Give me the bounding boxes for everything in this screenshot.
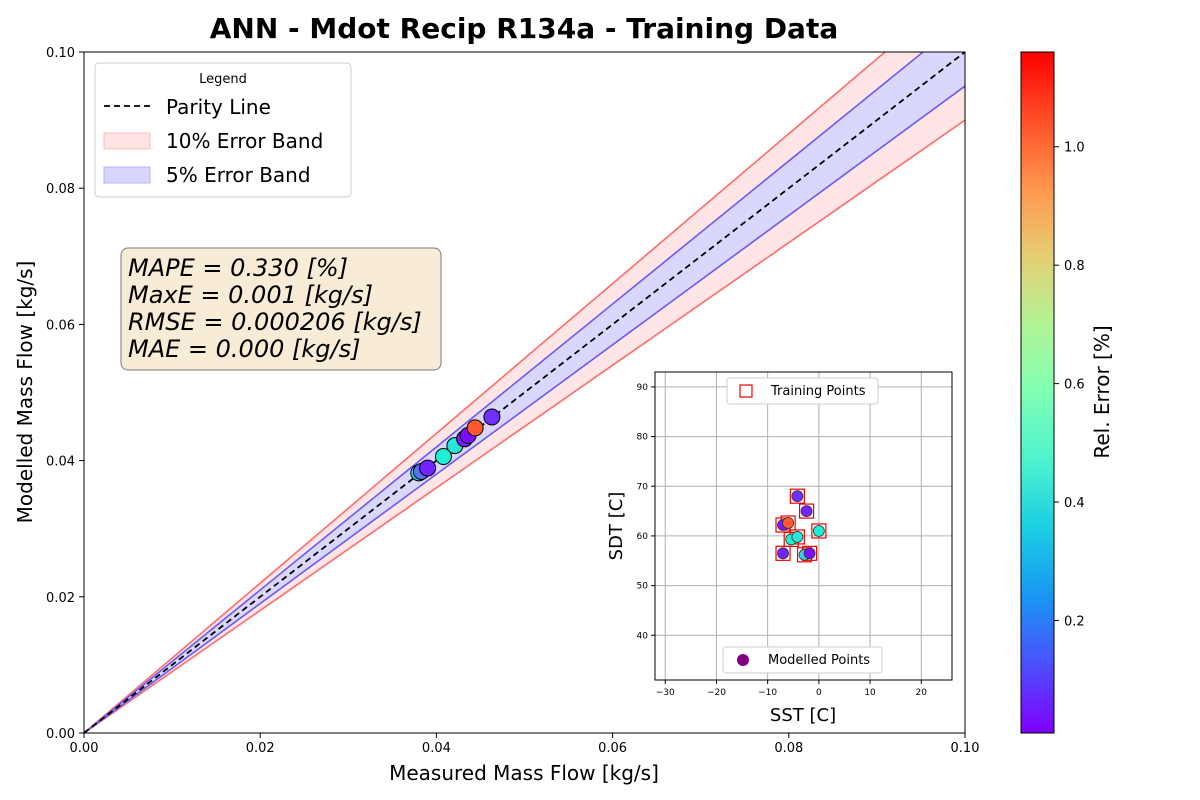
stats-box-frame bbox=[120, 247, 442, 371]
legend-5pct-label: 5% Error Band bbox=[166, 163, 311, 187]
training-point bbox=[811, 523, 827, 539]
legend-10pct-swatch bbox=[103, 132, 151, 150]
colorbar-ticks: 0.2 0.4 0.6 0.8 1.0 bbox=[1054, 141, 1085, 629]
inset-x-tick-label: 10 bbox=[864, 688, 876, 698]
modelled-point bbox=[812, 525, 825, 537]
inset-background bbox=[655, 372, 952, 680]
main-y-tick-label: 0.04 bbox=[46, 455, 75, 470]
stats-maxe: MaxE = 0.001 [kg/s] bbox=[128, 281, 373, 309]
inset-y-tick-label: 80 bbox=[637, 433, 649, 443]
inset-modelled-points bbox=[777, 490, 825, 561]
main-x-ticks: 0.00 0.02 0.04 0.06 0.08 0.10 bbox=[70, 733, 980, 756]
modelled-point bbox=[782, 517, 795, 529]
colorbar-tick-label: 0.6 bbox=[1064, 378, 1085, 393]
modelled-point bbox=[777, 547, 789, 560]
modelled-point bbox=[800, 505, 813, 517]
inset-y-ticks: 40 50 60 70 80 90 bbox=[637, 383, 655, 641]
training-point bbox=[798, 503, 815, 519]
modelled-point-marker bbox=[737, 654, 749, 666]
inset-x-tick-label: 20 bbox=[916, 688, 928, 698]
inset-legend-bottom-label: Modelled Points bbox=[768, 653, 870, 668]
main-x-tick-label: 0.02 bbox=[246, 741, 275, 756]
main-y-axis-label: Modelled Mass Flow [kg/s] bbox=[13, 261, 37, 524]
inset-y-axis-label: SDT [C] bbox=[606, 492, 627, 561]
inset-legend-bottom-frame bbox=[722, 646, 883, 674]
main-y-tick-label: 0.02 bbox=[46, 591, 75, 606]
main-plot: 0.00 0.02 0.04 0.06 0.08 0.10 0.000.020.040.0… bbox=[13, 46, 979, 785]
inset-plot: −30 −20 −10 0 10 20 40 50 60 70 80 90 SST [C] SDT … bbox=[606, 371, 953, 726]
inset-x-tick-label: 0 bbox=[816, 688, 822, 698]
colorbar-tick-label: 0.4 bbox=[1064, 496, 1085, 511]
inset-legend-top: Training Points bbox=[726, 377, 879, 405]
main-scatter-points bbox=[410, 408, 501, 482]
parity-line bbox=[83, 51, 966, 734]
main-scatter-point bbox=[434, 448, 452, 466]
colorbar-label: Rel. Error [%] bbox=[1090, 325, 1114, 458]
main-x-axis-label: Measured Mass Flow [kg/s] bbox=[389, 761, 659, 785]
modelled-point bbox=[803, 547, 816, 560]
main-x-tick-label: 0.08 bbox=[774, 741, 803, 756]
main-scatter-point bbox=[419, 459, 437, 477]
inset-y-tick-label: 40 bbox=[637, 631, 649, 641]
error-band-upper-line-1 bbox=[83, 51, 924, 734]
inset-x-axis-label: SST [C] bbox=[770, 705, 836, 726]
inset-y-tick-label: 50 bbox=[637, 582, 649, 592]
legend-parity-label: Parity Line bbox=[166, 95, 271, 119]
error-band-upper-line-0 bbox=[83, 51, 886, 734]
main-axes-frame bbox=[83, 51, 966, 734]
stats-rmse: RMSE = 0.000206 [kg/s] bbox=[128, 308, 422, 336]
main-y-tick-label: 0.10 bbox=[46, 46, 75, 61]
colorbar-gradient bbox=[1020, 51, 1055, 734]
stats-mape: MAPE = 0.330 [%] bbox=[128, 254, 348, 282]
colorbar: 0.2 0.4 0.6 0.8 1.0 Rel. Error [%] bbox=[1020, 51, 1114, 734]
legend-5pct-swatch bbox=[103, 166, 151, 184]
main-y-ticks: 0.00 0.02 0.04 0.06 0.08 0.10 bbox=[46, 46, 84, 742]
stats-mae: MAE = 0.000 [kg/s] bbox=[128, 335, 360, 363]
main-y-tick-label: 0.08 bbox=[46, 182, 75, 197]
inset-x-tick-label: −20 bbox=[707, 688, 726, 698]
main-scatter-point bbox=[483, 408, 501, 426]
error-band-lower-line-1 bbox=[83, 85, 966, 734]
inset-legend-bottom: Modelled Points bbox=[722, 646, 883, 674]
colorbar-tick-label: 0.2 bbox=[1064, 614, 1085, 629]
main-x-tick-label: 0.00 bbox=[70, 741, 99, 756]
colorbar-tick-label: 1.0 bbox=[1064, 141, 1085, 156]
inset-y-tick-label: 60 bbox=[637, 532, 649, 542]
inset-legend-top-frame bbox=[726, 377, 879, 405]
main-scatter-point bbox=[466, 419, 484, 437]
chart-title: ANN - Mdot Recip R134a - Training Data bbox=[210, 12, 838, 45]
legend-title: Legend bbox=[199, 72, 247, 87]
inset-y-tick-label: 90 bbox=[637, 383, 649, 393]
inset-y-tick-label: 70 bbox=[637, 482, 649, 492]
legend-10pct-label: 10% Error Band bbox=[166, 129, 323, 153]
inset-grid bbox=[655, 372, 952, 680]
inset-x-tick-label: −10 bbox=[758, 688, 777, 698]
main-y-tick-label: 0.00 bbox=[46, 727, 75, 742]
main-y-tick-label: 0.06 bbox=[46, 318, 75, 333]
main-x-tick-label: 0.04 bbox=[422, 741, 451, 756]
error-band-lower-line-0 bbox=[83, 119, 966, 734]
modelled-point bbox=[791, 531, 804, 543]
colorbar-tick-label: 0.8 bbox=[1064, 259, 1085, 274]
inset-x-ticks: −30 −20 −10 0 10 20 bbox=[656, 680, 928, 698]
training-point bbox=[789, 488, 805, 504]
legend-frame bbox=[94, 62, 352, 198]
training-point-marker bbox=[739, 384, 753, 398]
inset-axes-frame bbox=[654, 371, 953, 681]
legend: Legend Parity Line 10% Error Band 5% Err… bbox=[94, 62, 352, 198]
modelled-point bbox=[791, 490, 804, 503]
main-x-tick-label: 0.06 bbox=[598, 741, 627, 756]
training-point bbox=[775, 545, 791, 561]
stats-box: MAPE = 0.330 [%] MaxE = 0.001 [kg/s] RMS… bbox=[120, 247, 442, 371]
main-x-tick-label: 0.10 bbox=[951, 741, 980, 756]
inset-legend-top-label: Training Points bbox=[770, 384, 866, 399]
inset-x-tick-label: −30 bbox=[656, 688, 675, 698]
